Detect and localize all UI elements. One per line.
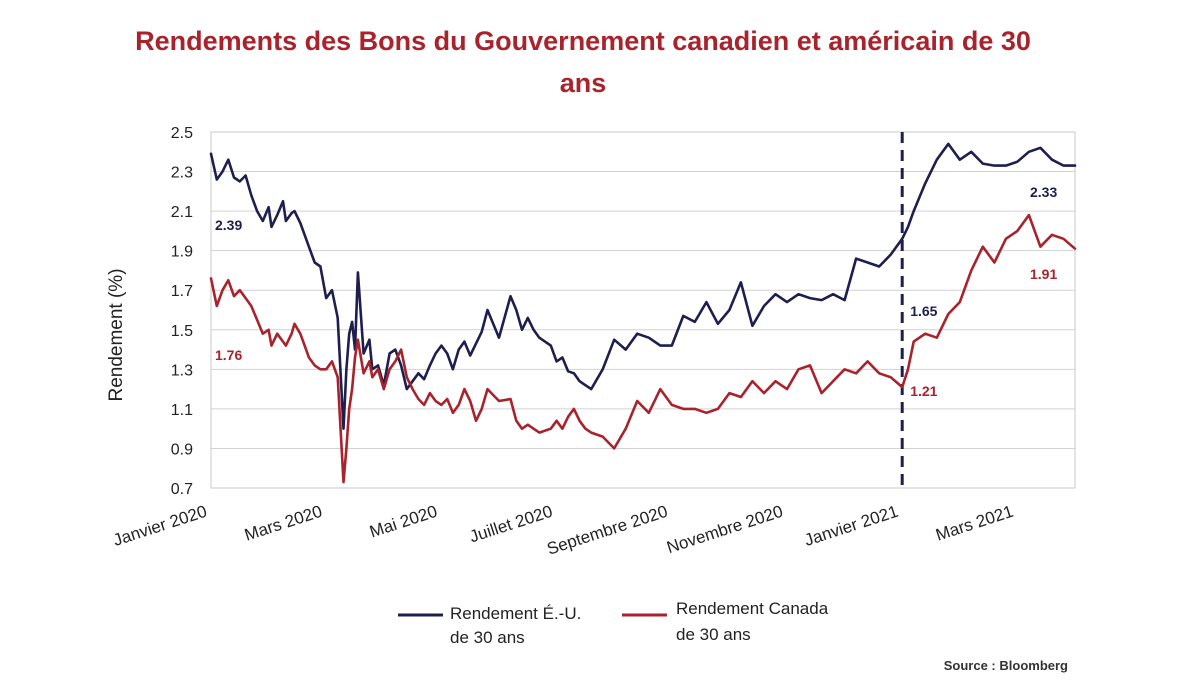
x-tick-label: Mars 2021: [933, 502, 1015, 545]
data-label: 1.91: [1030, 266, 1057, 282]
chart-title-line1: Rendements des Bons du Gouvernement cana…: [135, 26, 1031, 56]
data-label: 1.21: [910, 383, 937, 399]
data-label: 1.65: [910, 303, 937, 319]
data-label: 2.39: [215, 217, 242, 233]
data-label: 1.76: [215, 347, 242, 363]
data-label: 2.33: [1030, 184, 1057, 200]
x-tick-label: Mai 2020: [367, 502, 439, 542]
y-tick-label: 1.7: [171, 283, 193, 300]
x-tick-label: Janvier 2021: [802, 502, 900, 550]
x-tick-label: Janvier 2020: [111, 502, 209, 550]
y-tick-label: 1.1: [171, 402, 193, 419]
y-tick-label: 2.5: [171, 125, 193, 142]
series-line-us: [209, 142, 1077, 431]
y-tick-label: 2.1: [171, 204, 193, 221]
annotations: 2.39 1.76 1.65 1.21 2.33 1.91: [215, 184, 1057, 399]
y-tick-label: 0.9: [171, 441, 193, 458]
x-axis-ticks: Janvier 2020 Mars 2020 Mai 2020 Juillet 202…: [111, 502, 1016, 559]
y-axis-ticks: 2.5 2.3 2.1 1.9 1.7 1.5 1.3 1.1 0.9 0.7: [171, 125, 193, 498]
x-tick-label: Novembre 2020: [664, 502, 785, 557]
chart-title-line2: ans: [560, 68, 607, 98]
y-axis-label: Rendement (%): [106, 268, 127, 401]
x-tick-label: Septembre 2020: [545, 502, 670, 559]
y-tick-label: 1.9: [171, 244, 193, 261]
legend: Rendement É.-U. de 30 ans Rendement Cana…: [398, 599, 829, 647]
series-line-canada: [209, 213, 1077, 484]
y-tick-label: 0.7: [171, 481, 193, 498]
x-tick-label: Juillet 2020: [467, 502, 555, 547]
x-tick-label: Mars 2020: [242, 502, 324, 545]
legend-label-us-line2: de 30 ans: [450, 628, 525, 647]
source-note: Source : Bloomberg: [944, 658, 1068, 673]
series-lines: [209, 142, 1077, 484]
y-tick-label: 1.3: [171, 362, 193, 379]
legend-label-canada-line2: de 30 ans: [676, 625, 751, 644]
legend-label-us-line1: Rendement É.-U.: [450, 604, 581, 623]
legend-label-canada-line1: Rendement Canada: [676, 599, 829, 618]
plot-frame: [210, 131, 1076, 489]
y-tick-label: 1.5: [171, 323, 193, 340]
y-tick-label: 2.3: [171, 165, 193, 182]
